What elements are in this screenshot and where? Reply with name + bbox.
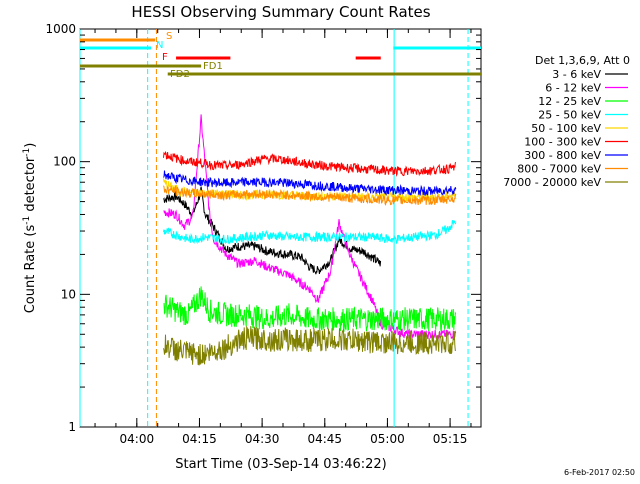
legend-label: 7000 - 20000 keV <box>503 176 601 189</box>
legend-label: 50 - 100 keV <box>531 122 601 135</box>
y-tick-label: 1 <box>68 420 76 434</box>
state-bar-label-n: N <box>156 40 163 51</box>
x-tick-label: 04:30 <box>245 432 280 446</box>
x-tick-label: 05:00 <box>370 432 405 446</box>
y-axis-ticks: 1 10 100 1000 <box>45 22 481 434</box>
state-bar-label-fd2: FD2 <box>170 69 190 80</box>
y-tick-label: 1000 <box>45 22 76 36</box>
legend-label: 25 - 50 keV <box>538 109 601 122</box>
legend-label: 100 - 300 keV <box>524 136 601 149</box>
y-axis-label-sup1: -1 <box>22 216 32 225</box>
y-axis-label-main: Count Rate (s <box>23 225 38 314</box>
x-axis-ticks: 04:00 04:15 04:30 04:45 05:00 05:15 <box>94 29 472 446</box>
series-line-1 <box>163 114 457 341</box>
series-line-2 <box>163 286 457 333</box>
y-axis-label: Count Rate (s-1 detector-1) <box>22 143 38 314</box>
y-tick-label: 100 <box>53 155 76 169</box>
x-tick-label: 04:15 <box>182 432 217 446</box>
series-line-7 <box>163 185 457 206</box>
legend-title: Det 1,3,6,9, Att 0 <box>535 54 630 67</box>
state-bar-label-f: F <box>162 52 168 63</box>
plot-area: SNF FD1 FD2 04:00 04:15 04:30 04:45 05:00 05:15… <box>45 22 482 446</box>
x-tick-label: 05:15 <box>433 432 468 446</box>
chart-title: HESSI Observing Summary Count Rates <box>131 3 430 21</box>
y-axis-label-sup2: -1 <box>22 148 32 157</box>
series-lines <box>163 114 457 366</box>
x-axis-label: Start Time (03-Sep-14 03:46:22) <box>175 457 386 472</box>
legend-label: 800 - 7000 keV <box>517 163 601 176</box>
x-tick-label: 04:45 <box>307 432 342 446</box>
state-bar-label-s: S <box>166 31 172 42</box>
state-bar-label-fd1: FD1 <box>203 61 223 72</box>
legend-label: 3 - 6 keV <box>552 68 601 81</box>
y-axis-label-end: ) <box>23 143 38 148</box>
x-tick-label: 04:00 <box>120 432 155 446</box>
footer-timestamp: 6-Feb-2017 02:50 <box>564 468 635 477</box>
y-tick-label: 10 <box>61 287 76 301</box>
series-line-6 <box>163 170 457 196</box>
plot-frame <box>79 28 482 428</box>
legend-label: 12 - 25 keV <box>538 95 601 108</box>
legend-label: 6 - 12 keV <box>545 82 601 95</box>
vertical-markers <box>79 29 469 427</box>
series-line-8 <box>163 325 456 366</box>
series-line-3 <box>163 219 457 245</box>
legend-label: 300 - 800 keV <box>524 149 601 162</box>
series-line-5 <box>163 150 457 178</box>
state-bars: SNF FD1 FD2 <box>80 31 481 80</box>
y-axis-label-mid: detector <box>23 156 38 216</box>
